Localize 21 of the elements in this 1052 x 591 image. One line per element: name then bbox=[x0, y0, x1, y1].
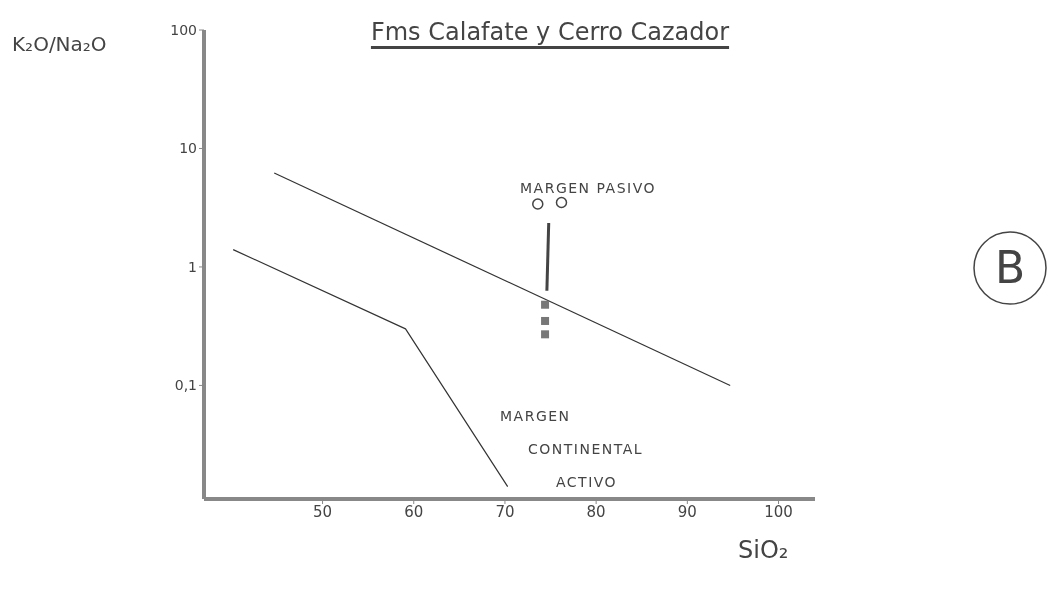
point bbox=[541, 300, 550, 309]
x-tick-label: 90 bbox=[677, 502, 697, 521]
y-tick-label: 1 bbox=[188, 258, 197, 275]
x-tick-label: 70 bbox=[495, 502, 515, 521]
x-tick-label: 80 bbox=[586, 502, 606, 521]
y-tick-label: 100 bbox=[170, 21, 197, 38]
text: B bbox=[993, 242, 1027, 293]
x-tick-label: 100 bbox=[764, 502, 793, 521]
y-tick-label: 0,1 bbox=[174, 377, 197, 394]
x-tick-label: 60 bbox=[404, 502, 424, 521]
point bbox=[555, 196, 568, 209]
text: MARGEN CONTINENTAL ACTIVO bbox=[500, 408, 644, 490]
annotation: MARGEN PASIVO bbox=[520, 179, 656, 198]
point bbox=[532, 198, 544, 210]
x-tick-label: 50 bbox=[313, 502, 333, 521]
y-tick-label: 10 bbox=[179, 140, 197, 157]
point bbox=[541, 330, 550, 339]
x-axis-title: SiO₂ bbox=[738, 536, 789, 564]
y-axis-title: K₂O/Na₂O bbox=[12, 32, 107, 56]
chart-title: Fms Calafate y Cerro Cazador bbox=[369, 18, 731, 46]
point bbox=[541, 316, 550, 325]
